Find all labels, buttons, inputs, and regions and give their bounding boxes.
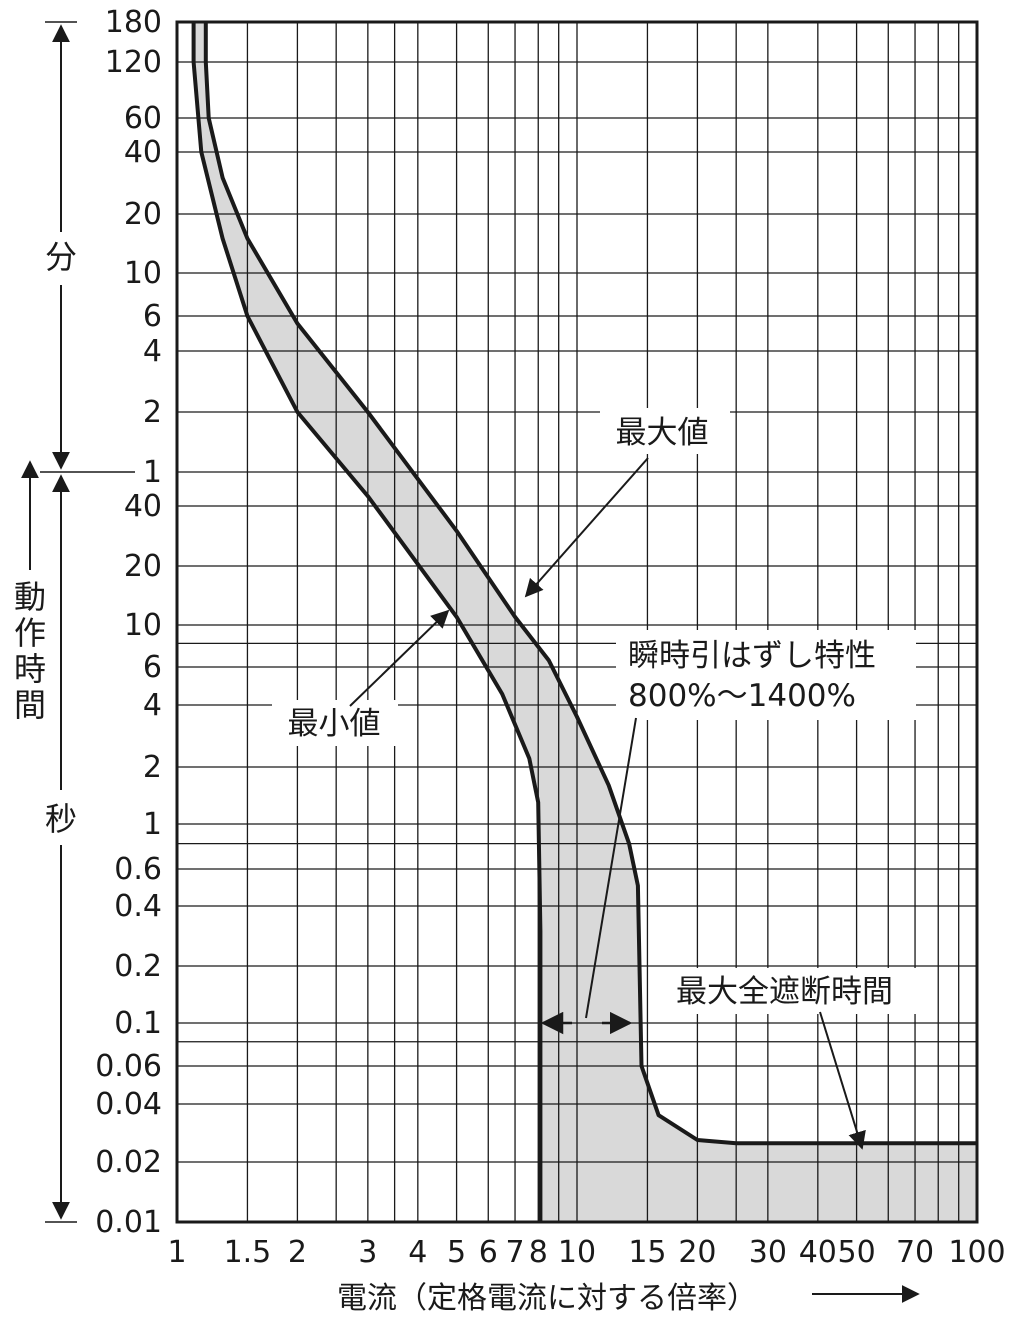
x-tick-label: 20 — [678, 1235, 716, 1270]
y-tick-label-seconds: 10 — [124, 608, 162, 643]
x-tick-label: 40 — [799, 1235, 837, 1270]
y-tick-label-minutes: 20 — [124, 197, 162, 232]
instant-title: 瞬時引はずし特性 — [628, 638, 876, 674]
y-tick-label-seconds: 0.06 — [95, 1049, 162, 1084]
operating-band — [193, 22, 977, 1222]
y-tick-label-seconds: 40 — [124, 489, 162, 524]
y-tick-label-seconds: 0.01 — [95, 1205, 162, 1240]
min-label: 最小値 — [288, 706, 381, 742]
y-tick-label-seconds: 2 — [143, 750, 162, 785]
y-axis-title-char: 動 — [14, 578, 46, 616]
instant-pointer-line — [585, 717, 637, 1019]
x-tick-label: 3 — [358, 1235, 377, 1270]
y-tick-label-seconds: 20 — [124, 549, 162, 584]
x-tick-label: 5 — [447, 1235, 466, 1270]
instant-label-bg — [616, 630, 916, 720]
y-tick-label-minutes: 4 — [143, 334, 162, 369]
min-curve — [191, 22, 543, 1222]
x-tick-label: 10 — [558, 1235, 596, 1270]
y-tick-label-seconds: 6 — [143, 650, 162, 685]
y-axis-title-char: 間 — [14, 686, 46, 724]
min-label-bg — [272, 700, 398, 746]
x-axis-title: 電流（定格電流に対する倍率） — [337, 1281, 757, 1316]
x-tick-label: 4 — [408, 1235, 427, 1270]
y-axis-title-char: 時 — [14, 650, 46, 688]
x-tick-label: 1 — [167, 1235, 186, 1270]
x-tick-label: 30 — [749, 1235, 787, 1270]
max-label: 最大値 — [616, 415, 709, 451]
min-pointer-arrow — [349, 609, 450, 707]
max-pointer-arrow — [524, 457, 649, 598]
y-tick-label-seconds: 0.04 — [95, 1087, 162, 1122]
y-tick-label-minutes: 2 — [143, 395, 162, 430]
y-tick-label-minutes: 1 — [143, 455, 162, 490]
y-tick-label-seconds: 0.02 — [95, 1145, 162, 1180]
y-tick-label-minutes: 60 — [124, 101, 162, 136]
y-tick-label-seconds: 1 — [143, 807, 162, 842]
y-tick-label-minutes: 10 — [124, 256, 162, 291]
plot-frame — [175, 20, 979, 1224]
grid — [176, 22, 978, 1222]
y-tick-label-seconds: 0.6 — [114, 852, 162, 887]
operating-band-area — [193, 22, 977, 1222]
y-tick-label-seconds: 4 — [143, 688, 162, 723]
x-tick-label: 50 — [837, 1235, 875, 1270]
y-tick-label-minutes: 6 — [143, 299, 162, 334]
x-tick-label: 7 — [505, 1235, 524, 1270]
y-tick-label-minutes: 40 — [124, 135, 162, 170]
y-tick-label-minutes: 180 — [105, 5, 162, 40]
x-tick-label: 1.5 — [224, 1235, 272, 1270]
curves — [191, 22, 977, 1222]
x-tick-label: 70 — [896, 1235, 934, 1270]
break-time-label: 最大全遮断時間 — [676, 974, 893, 1010]
x-tick-label: 100 — [948, 1235, 1005, 1270]
x-tick-label: 2 — [288, 1235, 307, 1270]
x-tick-label: 8 — [529, 1235, 548, 1270]
y-tick-label-minutes: 120 — [105, 45, 162, 80]
y-tick-label-seconds: 0.4 — [114, 889, 162, 924]
minutes-unit-label: 分 — [45, 238, 77, 276]
seconds-unit-label: 秒 — [45, 800, 77, 838]
y-tick-label-seconds: 0.2 — [114, 949, 162, 984]
max-label-bg — [600, 408, 730, 454]
x-tick-label: 6 — [479, 1235, 498, 1270]
tick-labels: 1 1.5 2 3 4 5 6 7 8 10 15 20 30 40 50 70 100180120604020… — [95, 5, 1005, 1270]
y-tick-label-seconds: 0.1 — [114, 1006, 162, 1041]
max-curve — [203, 22, 977, 1146]
break-pointer-arrow — [819, 1011, 866, 1150]
x-tick-label: 15 — [628, 1235, 666, 1270]
instant-range: 800%〜1400% — [628, 678, 856, 714]
break-label-bg — [666, 968, 930, 1014]
y-axis-title-char: 作 — [14, 614, 46, 652]
